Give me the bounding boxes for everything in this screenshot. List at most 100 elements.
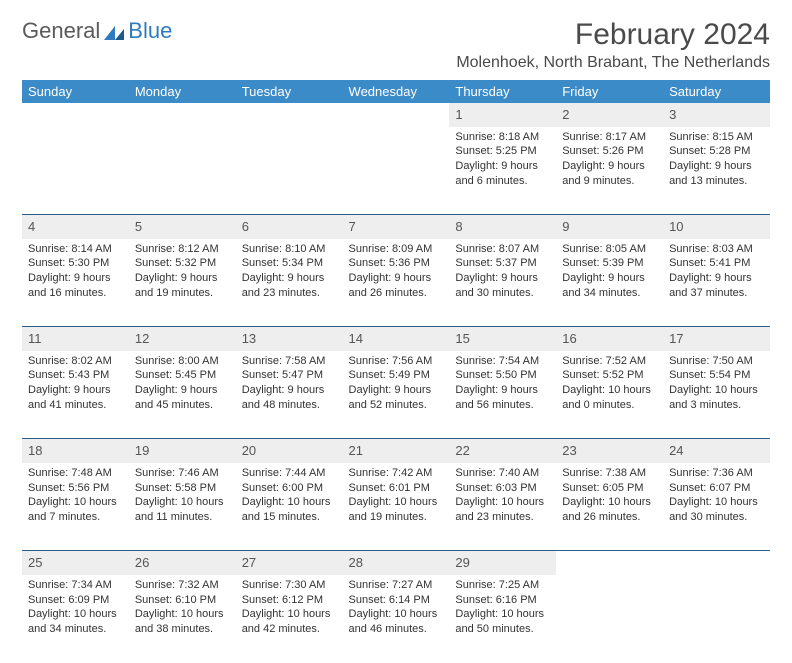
day-number: 7: [343, 215, 450, 239]
sunset-text: Sunset: 5:47 PM: [242, 368, 337, 383]
daylight-text: Daylight: 10 hours and 15 minutes.: [242, 495, 337, 525]
day-number: 20: [236, 439, 343, 463]
empty-cell: [129, 127, 236, 215]
sunrise-text: Sunrise: 7:25 AM: [455, 578, 550, 593]
sunrise-text: Sunrise: 7:58 AM: [242, 354, 337, 369]
daylight-text: Daylight: 9 hours and 23 minutes.: [242, 271, 337, 301]
sunrise-text: Sunrise: 7:44 AM: [242, 466, 337, 481]
day-info: Sunrise: 7:32 AMSunset: 6:10 PMDaylight:…: [129, 575, 236, 663]
sunrise-text: Sunrise: 8:14 AM: [28, 242, 123, 257]
sunrise-text: Sunrise: 8:15 AM: [669, 130, 764, 145]
daylight-text: Daylight: 10 hours and 30 minutes.: [669, 495, 764, 525]
sunrise-text: Sunrise: 7:56 AM: [349, 354, 444, 369]
day-info: Sunrise: 8:07 AMSunset: 5:37 PMDaylight:…: [449, 239, 556, 327]
day-number: 1: [449, 103, 556, 127]
sunset-text: Sunset: 6:01 PM: [349, 481, 444, 496]
day-info: Sunrise: 8:09 AMSunset: 5:36 PMDaylight:…: [343, 239, 450, 327]
daylight-text: Daylight: 9 hours and 56 minutes.: [455, 383, 550, 413]
header: General Blue February 2024 Molenhoek, No…: [22, 18, 770, 72]
day-number: 24: [663, 439, 770, 463]
daylight-text: Daylight: 9 hours and 45 minutes.: [135, 383, 230, 413]
daylight-text: Daylight: 10 hours and 19 minutes.: [349, 495, 444, 525]
day-info: Sunrise: 8:17 AMSunset: 5:26 PMDaylight:…: [556, 127, 663, 215]
sunrise-text: Sunrise: 7:40 AM: [455, 466, 550, 481]
sunset-text: Sunset: 5:41 PM: [669, 256, 764, 271]
day-info: Sunrise: 7:38 AMSunset: 6:05 PMDaylight:…: [556, 463, 663, 551]
day-header: Wednesday: [343, 80, 450, 103]
day-number: 27: [236, 551, 343, 575]
calendar-head: SundayMondayTuesdayWednesdayThursdayFrid…: [22, 80, 770, 103]
empty-cell: [22, 127, 129, 215]
sunset-text: Sunset: 5:43 PM: [28, 368, 123, 383]
day-number: 9: [556, 215, 663, 239]
sunset-text: Sunset: 5:34 PM: [242, 256, 337, 271]
day-number: 26: [129, 551, 236, 575]
day-number: 17: [663, 327, 770, 351]
sunset-text: Sunset: 5:26 PM: [562, 144, 657, 159]
sunrise-text: Sunrise: 7:32 AM: [135, 578, 230, 593]
sunset-text: Sunset: 6:07 PM: [669, 481, 764, 496]
day-info: Sunrise: 7:58 AMSunset: 5:47 PMDaylight:…: [236, 351, 343, 439]
sunrise-text: Sunrise: 8:05 AM: [562, 242, 657, 257]
day-number: 28: [343, 551, 450, 575]
sunset-text: Sunset: 5:25 PM: [455, 144, 550, 159]
daylight-text: Daylight: 10 hours and 0 minutes.: [562, 383, 657, 413]
daylight-text: Daylight: 9 hours and 48 minutes.: [242, 383, 337, 413]
day-number: 23: [556, 439, 663, 463]
daylight-text: Daylight: 9 hours and 9 minutes.: [562, 159, 657, 189]
day-info: Sunrise: 8:15 AMSunset: 5:28 PMDaylight:…: [663, 127, 770, 215]
day-header: Friday: [556, 80, 663, 103]
daylight-text: Daylight: 10 hours and 7 minutes.: [28, 495, 123, 525]
sunset-text: Sunset: 5:54 PM: [669, 368, 764, 383]
sunset-text: Sunset: 6:12 PM: [242, 593, 337, 608]
sunset-text: Sunset: 6:16 PM: [455, 593, 550, 608]
brand-part1: General: [22, 18, 100, 44]
location-text: Molenhoek, North Brabant, The Netherland…: [456, 54, 770, 72]
sunset-text: Sunset: 5:45 PM: [135, 368, 230, 383]
sunset-text: Sunset: 5:58 PM: [135, 481, 230, 496]
day-info: Sunrise: 7:40 AMSunset: 6:03 PMDaylight:…: [449, 463, 556, 551]
day-number: 29: [449, 551, 556, 575]
daylight-text: Daylight: 9 hours and 34 minutes.: [562, 271, 657, 301]
day-info: Sunrise: 7:34 AMSunset: 6:09 PMDaylight:…: [22, 575, 129, 663]
day-number: 25: [22, 551, 129, 575]
day-number: 12: [129, 327, 236, 351]
empty-cell: [343, 103, 450, 127]
empty-cell: [343, 127, 450, 215]
day-info: Sunrise: 8:14 AMSunset: 5:30 PMDaylight:…: [22, 239, 129, 327]
sunrise-text: Sunrise: 7:54 AM: [455, 354, 550, 369]
day-number: 6: [236, 215, 343, 239]
daylight-text: Daylight: 9 hours and 16 minutes.: [28, 271, 123, 301]
empty-cell: [556, 575, 663, 663]
sunrise-text: Sunrise: 8:07 AM: [455, 242, 550, 257]
sunrise-text: Sunrise: 7:38 AM: [562, 466, 657, 481]
sunrise-text: Sunrise: 7:48 AM: [28, 466, 123, 481]
daylight-text: Daylight: 9 hours and 37 minutes.: [669, 271, 764, 301]
sunset-text: Sunset: 6:14 PM: [349, 593, 444, 608]
day-info: Sunrise: 7:48 AMSunset: 5:56 PMDaylight:…: [22, 463, 129, 551]
day-number: 2: [556, 103, 663, 127]
calendar-table: SundayMondayTuesdayWednesdayThursdayFrid…: [22, 80, 770, 663]
sunrise-text: Sunrise: 8:09 AM: [349, 242, 444, 257]
daylight-text: Daylight: 9 hours and 19 minutes.: [135, 271, 230, 301]
sunrise-text: Sunrise: 7:50 AM: [669, 354, 764, 369]
daylight-text: Daylight: 9 hours and 6 minutes.: [455, 159, 550, 189]
logo-mark-icon: [104, 22, 126, 40]
sunset-text: Sunset: 5:28 PM: [669, 144, 764, 159]
day-number: 4: [22, 215, 129, 239]
sunrise-text: Sunrise: 7:42 AM: [349, 466, 444, 481]
daylight-text: Daylight: 9 hours and 26 minutes.: [349, 271, 444, 301]
brand-logo: General Blue: [22, 18, 172, 44]
day-number: 18: [22, 439, 129, 463]
day-number: 13: [236, 327, 343, 351]
empty-cell: [22, 103, 129, 127]
day-info: Sunrise: 8:10 AMSunset: 5:34 PMDaylight:…: [236, 239, 343, 327]
sunset-text: Sunset: 5:52 PM: [562, 368, 657, 383]
day-info: Sunrise: 7:54 AMSunset: 5:50 PMDaylight:…: [449, 351, 556, 439]
sunset-text: Sunset: 5:50 PM: [455, 368, 550, 383]
sunrise-text: Sunrise: 7:46 AM: [135, 466, 230, 481]
day-number: 21: [343, 439, 450, 463]
daylight-text: Daylight: 10 hours and 23 minutes.: [455, 495, 550, 525]
sunset-text: Sunset: 6:00 PM: [242, 481, 337, 496]
day-info: Sunrise: 8:05 AMSunset: 5:39 PMDaylight:…: [556, 239, 663, 327]
